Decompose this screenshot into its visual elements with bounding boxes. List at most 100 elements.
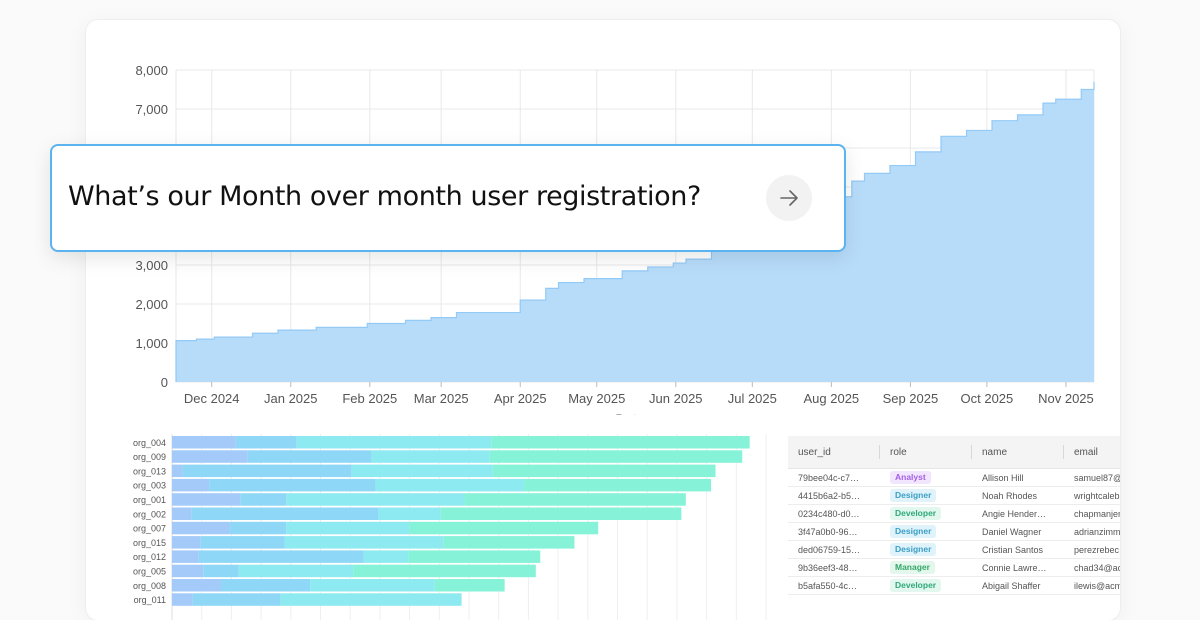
- bar-segment: [182, 464, 352, 478]
- cell-name: Allison Hill: [972, 468, 1064, 487]
- bar-segment: [286, 493, 465, 506]
- bar-segment: [221, 579, 311, 592]
- bar-segment: [238, 564, 354, 578]
- bar-segment: [235, 436, 297, 449]
- bar-segment: [491, 436, 750, 449]
- bar-segment: [172, 436, 236, 449]
- bar-segment: [440, 507, 682, 520]
- y-tick-label: 8,000: [135, 63, 168, 78]
- bar-segment: [363, 550, 409, 563]
- x-tick-label: Dec 2024: [184, 391, 240, 406]
- cell-user-id: 4415b6a2-b5…: [788, 486, 880, 505]
- bar-segment: [443, 536, 575, 549]
- bar-category-label: org_011: [134, 595, 166, 605]
- table-row[interactable]: 9b36eef3-48… Manager Connie Lawre… chad34@a…: [788, 558, 1120, 577]
- bar-category-label: org_004: [133, 438, 166, 448]
- cell-role: Designer: [880, 486, 972, 505]
- bar-category-label: org_012: [133, 552, 166, 562]
- cell-user-id: 9b36eef3-48…: [788, 558, 880, 577]
- question-prompt-box[interactable]: What’s our Month over month user registr…: [50, 144, 846, 252]
- bar-segment: [353, 564, 536, 578]
- table-row[interactable]: 0234c480-d0… Developer Angie Hender… chapma…: [788, 504, 1120, 523]
- bar-segment: [172, 564, 204, 578]
- bar-category-label: org_008: [133, 581, 166, 591]
- bar-segment: [172, 550, 199, 563]
- bar-segment: [408, 550, 541, 563]
- area-series-fill: [176, 81, 1094, 382]
- cell-role: Analyst: [880, 468, 972, 487]
- cell-email: ilewis@acm: [1064, 576, 1120, 595]
- cell-email: chad34@ac: [1064, 558, 1120, 577]
- cell-role: Designer: [880, 540, 972, 559]
- bar-segment: [378, 507, 441, 520]
- cell-email: chapmanjer: [1064, 504, 1120, 523]
- bar-category-label: org_013: [133, 466, 166, 476]
- x-tick-label: May 2025: [568, 391, 625, 406]
- bar-segment: [229, 521, 287, 535]
- y-tick-label: 3,000: [135, 258, 168, 273]
- column-header-name[interactable]: name: [972, 436, 1064, 469]
- column-header-email[interactable]: email: [1064, 436, 1120, 469]
- y-tick-label: 1,000: [135, 336, 168, 351]
- axis-title-mask: [176, 415, 1094, 420]
- bar-segment: [296, 436, 492, 449]
- cell-name: Angie Hender…: [972, 504, 1064, 523]
- bar-segment: [351, 464, 493, 478]
- bar-segment: [172, 450, 248, 463]
- role-badge: Manager: [890, 561, 935, 574]
- table-row[interactable]: b5afa550-4c… Developer Abigail Shaffer ilew…: [788, 576, 1120, 595]
- cell-name: Daniel Wagner: [972, 522, 1064, 541]
- cell-email: samuel87@: [1064, 468, 1120, 487]
- x-tick-label: Feb 2025: [342, 391, 397, 406]
- cell-role: Designer: [880, 522, 972, 541]
- x-tick-label: Aug 2025: [804, 391, 860, 406]
- bar-segment: [375, 478, 524, 492]
- bar-segment: [198, 550, 364, 563]
- bar-segment: [409, 521, 599, 535]
- x-tick-label: Nov 2025: [1038, 391, 1094, 406]
- cell-user-id: ded06759-15…: [788, 540, 880, 559]
- bar-segment: [310, 579, 435, 592]
- bar-segment: [191, 507, 379, 520]
- cell-name: Abigail Shaffer: [972, 576, 1064, 595]
- x-tick-label: Jul 2025: [728, 391, 777, 406]
- table-row[interactable]: ded06759-15… Designer Cristian Santos perez…: [788, 540, 1120, 559]
- send-button[interactable]: [766, 175, 812, 221]
- cell-role: Manager: [880, 558, 972, 577]
- y-tick-label: 7,000: [135, 102, 168, 117]
- role-badge: Developer: [890, 579, 942, 592]
- bar-category-label: org_005: [133, 566, 166, 576]
- bar-segment: [286, 521, 410, 535]
- table-row[interactable]: 4415b6a2-b5… Designer Noah Rhodes wrightcal…: [788, 486, 1120, 505]
- bar-segment: [284, 536, 444, 549]
- bar-segment: [434, 579, 505, 592]
- role-badge: Analyst: [890, 471, 931, 484]
- bar-category-label: org_015: [133, 538, 166, 548]
- cell-name: Cristian Santos: [972, 540, 1064, 559]
- bar-segment: [172, 493, 241, 506]
- bar-category-label: org_001: [133, 495, 166, 505]
- cell-email: perezrebec: [1064, 540, 1120, 559]
- table-row[interactable]: 79bee04c-c7… Analyst Allison Hill samuel87@: [788, 468, 1120, 487]
- bar-segment: [209, 478, 376, 492]
- table-row[interactable]: 3f47a0b0-96… Designer Daniel Wagner adrianz…: [788, 522, 1120, 541]
- cell-user-id: b5afa550-4c…: [788, 576, 880, 595]
- cell-user-id: 0234c480-d0…: [788, 504, 880, 523]
- bar-segment: [492, 464, 716, 478]
- question-text: What’s our Month over month user registr…: [68, 181, 701, 212]
- column-header-role[interactable]: role: [880, 436, 972, 469]
- cell-name: Connie Lawre…: [972, 558, 1064, 577]
- dashboard-card: 0 1,000 2,000 3,000 7,000 8,000 Dec 2024 Jan 20…: [86, 20, 1120, 620]
- bar-segment: [172, 536, 201, 549]
- users-table-panel: user_id role name email 79bee04c-c7… Anal…: [788, 436, 1120, 620]
- bar-segment: [172, 478, 210, 492]
- bar-segment: [240, 493, 287, 506]
- column-header-user-id[interactable]: user_id: [788, 436, 880, 469]
- cell-email: wrightcaleb: [1064, 486, 1120, 505]
- bar-category-label: org_007: [133, 524, 166, 534]
- bar-segment: [489, 450, 743, 463]
- x-tick-label: Jan 2025: [264, 391, 318, 406]
- cell-email: adrianzimm: [1064, 522, 1120, 541]
- cell-user-id: 3f47a0b0-96…: [788, 522, 880, 541]
- bar-segment: [464, 493, 686, 506]
